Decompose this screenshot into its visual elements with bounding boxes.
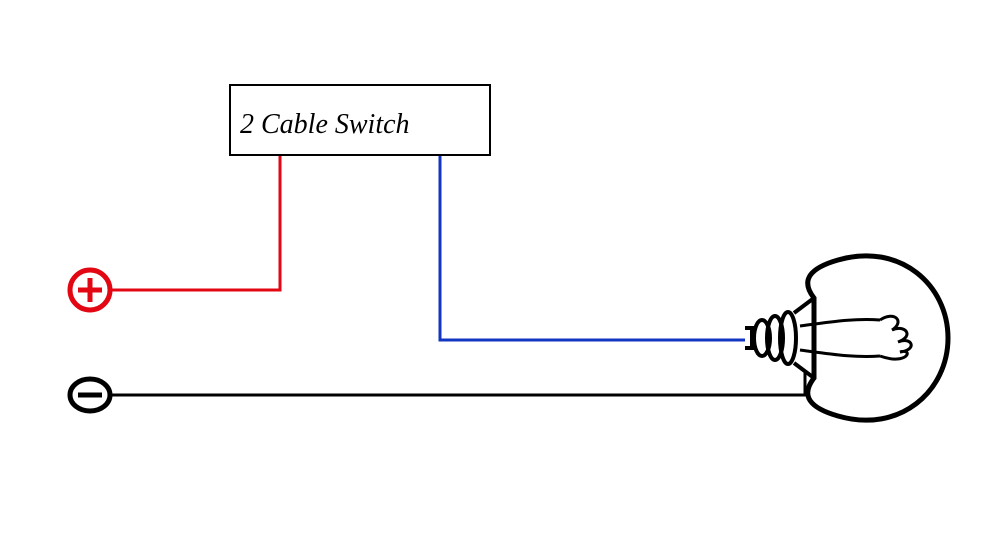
red-wire	[112, 156, 280, 290]
positive-terminal	[70, 270, 110, 310]
negative-terminal	[70, 379, 110, 411]
blue-wire	[440, 156, 745, 340]
switch-label: 2 Cable Switch	[240, 109, 410, 140]
switch-box: 2 Cable Switch	[230, 85, 490, 155]
circuit-diagram: 2 Cable Switch	[0, 0, 1000, 547]
black-wire	[112, 372, 805, 395]
